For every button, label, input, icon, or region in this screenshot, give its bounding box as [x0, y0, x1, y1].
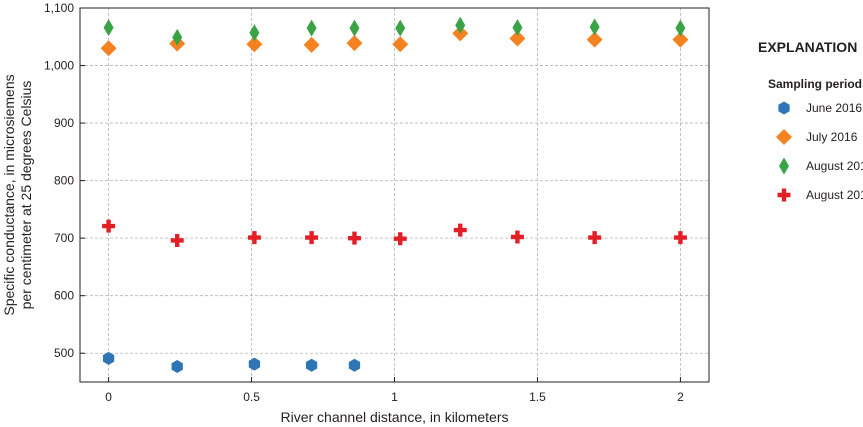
legend-items: June 2016 July 2016 August 2016 August 2017 — [776, 101, 863, 202]
point-august-2016 — [306, 19, 317, 37]
y-tick-label: 1,000 — [44, 59, 74, 73]
y-axis-title-line-1: Specific conductance, in microsiemens — [1, 74, 17, 315]
series-august-2016 — [103, 16, 686, 46]
series-august-2017 — [102, 219, 687, 247]
gridlines — [80, 7, 709, 382]
point-august-2016 — [172, 28, 183, 46]
point-august-2016 — [589, 18, 600, 36]
legend-marker-june-2016 — [778, 101, 790, 115]
point-july-2016 — [246, 36, 263, 53]
point-august-2016 — [512, 19, 523, 37]
point-june-2016 — [102, 351, 115, 365]
y-tick-label: 1,100 — [44, 1, 74, 15]
y-tick-label: 600 — [54, 289, 74, 303]
legend-label-july-2016: July 2016 — [806, 130, 858, 144]
y-tick-label: 800 — [54, 174, 74, 188]
legend-label-august-2017: August 2017 — [806, 188, 863, 202]
legend-marker-august-2017 — [777, 188, 791, 202]
legend-marker-august-2016 — [779, 157, 789, 175]
legend-label-june-2016: June 2016 — [806, 101, 862, 115]
axis-ticks: 0 0.5 1 1.5 2 500 600 700 800 900 1,000 1,100 — [44, 1, 684, 404]
y-axis-title-line-2: per centimeter at 25 degrees Celsius — [18, 81, 34, 310]
point-august-2017 — [510, 230, 524, 244]
y-tick-label: 500 — [54, 346, 74, 360]
point-july-2016 — [303, 36, 320, 53]
series-july-2016 — [100, 25, 689, 57]
point-august-2017 — [347, 231, 361, 245]
legend-label-august-2016: August 2016 — [806, 159, 863, 173]
point-july-2016 — [672, 31, 689, 48]
x-tick-label: 0 — [105, 390, 112, 404]
x-axis-title: River channel distance, in kilometers — [281, 409, 509, 425]
point-june-2016 — [305, 358, 318, 372]
legend: EXPLANATION Sampling period June 2016 Jul… — [758, 39, 863, 202]
y-tick-label: 700 — [54, 231, 74, 245]
point-july-2016 — [100, 40, 117, 57]
x-tick-label: 1 — [391, 390, 398, 404]
point-july-2016 — [346, 35, 363, 52]
series-june-2016 — [102, 351, 361, 373]
point-july-2016 — [392, 36, 409, 53]
point-august-2016 — [675, 19, 686, 37]
point-august-2017 — [247, 231, 261, 245]
point-august-2016 — [395, 19, 406, 37]
point-august-2016 — [349, 19, 360, 37]
point-august-2016 — [103, 19, 114, 37]
point-july-2016 — [509, 30, 526, 47]
x-tick-label: 1.5 — [529, 390, 546, 404]
x-tick-label: 2 — [677, 390, 684, 404]
point-august-2017 — [673, 231, 687, 245]
point-june-2016 — [248, 357, 261, 371]
data-marks — [100, 16, 689, 373]
point-june-2016 — [348, 358, 361, 372]
legend-title: EXPLANATION — [758, 39, 857, 55]
x-tick-label: 0.5 — [243, 390, 260, 404]
point-august-2017 — [588, 231, 602, 245]
point-august-2016 — [249, 24, 260, 42]
y-tick-label: 900 — [54, 116, 74, 130]
point-august-2017 — [393, 232, 407, 246]
point-july-2016 — [586, 31, 603, 48]
point-august-2016 — [455, 16, 466, 34]
point-june-2016 — [171, 359, 183, 373]
legend-subtitle: Sampling period — [768, 77, 862, 91]
point-august-2017 — [102, 219, 116, 233]
legend-marker-july-2016 — [776, 129, 792, 145]
point-august-2017 — [305, 231, 319, 245]
point-august-2017 — [453, 223, 467, 237]
point-august-2017 — [170, 233, 184, 247]
